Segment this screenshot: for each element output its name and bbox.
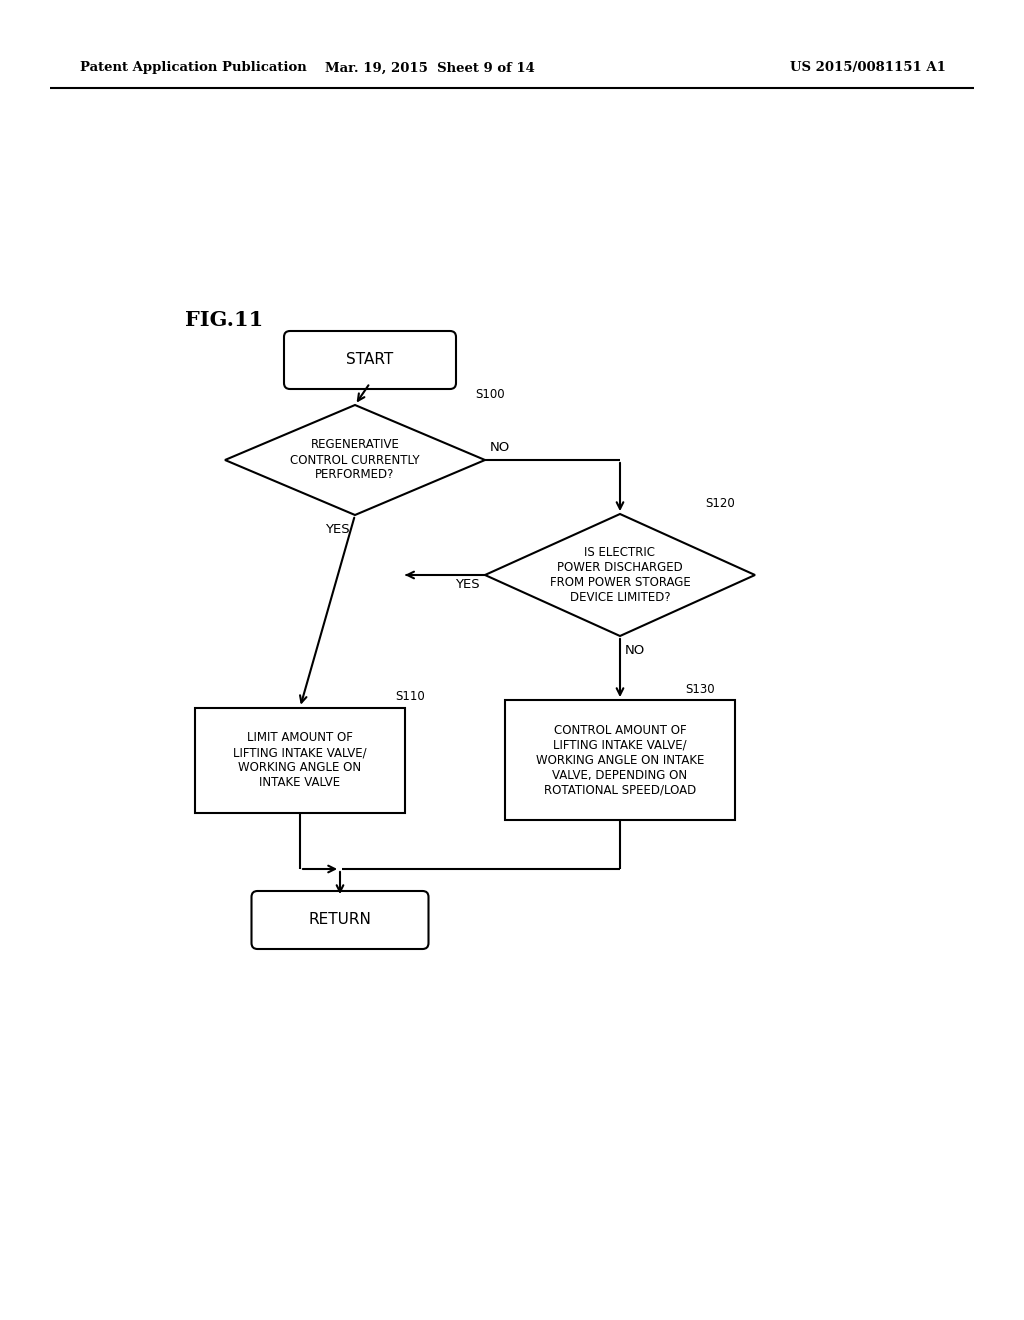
Text: RETURN: RETURN [308, 912, 372, 928]
Bar [195, 708, 406, 813]
FancyBboxPatch shape [284, 331, 456, 389]
Text: REGENERATIVE
CONTROL CURRENTLY
PERFORMED?: REGENERATIVE CONTROL CURRENTLY PERFORMED… [290, 438, 420, 482]
Text: S130: S130 [685, 682, 715, 696]
FancyBboxPatch shape [252, 891, 428, 949]
Bar [505, 700, 735, 820]
Text: US 2015/0081151 A1: US 2015/0081151 A1 [790, 62, 946, 74]
Text: S120: S120 [705, 498, 735, 510]
Text: YES: YES [456, 578, 480, 591]
Text: LIMIT AMOUNT OF
LIFTING INTAKE VALVE/
WORKING ANGLE ON
INTAKE VALVE: LIMIT AMOUNT OF LIFTING INTAKE VALVE/ WO… [233, 731, 367, 789]
Text: FIG.11: FIG.11 [185, 310, 263, 330]
Polygon shape [225, 405, 485, 515]
Text: IS ELECTRIC
POWER DISCHARGED
FROM POWER STORAGE
DEVICE LIMITED?: IS ELECTRIC POWER DISCHARGED FROM POWER … [550, 546, 690, 605]
Text: START: START [346, 352, 393, 367]
Text: S100: S100 [475, 388, 505, 401]
Text: YES: YES [326, 523, 350, 536]
Text: S110: S110 [395, 690, 425, 704]
Text: CONTROL AMOUNT OF
LIFTING INTAKE VALVE/
WORKING ANGLE ON INTAKE
VALVE, DEPENDING: CONTROL AMOUNT OF LIFTING INTAKE VALVE/ … [536, 723, 705, 796]
Polygon shape [485, 513, 755, 636]
Text: Mar. 19, 2015  Sheet 9 of 14: Mar. 19, 2015 Sheet 9 of 14 [325, 62, 535, 74]
Text: NO: NO [490, 441, 510, 454]
Text: NO: NO [625, 644, 645, 657]
Text: Patent Application Publication: Patent Application Publication [80, 62, 307, 74]
